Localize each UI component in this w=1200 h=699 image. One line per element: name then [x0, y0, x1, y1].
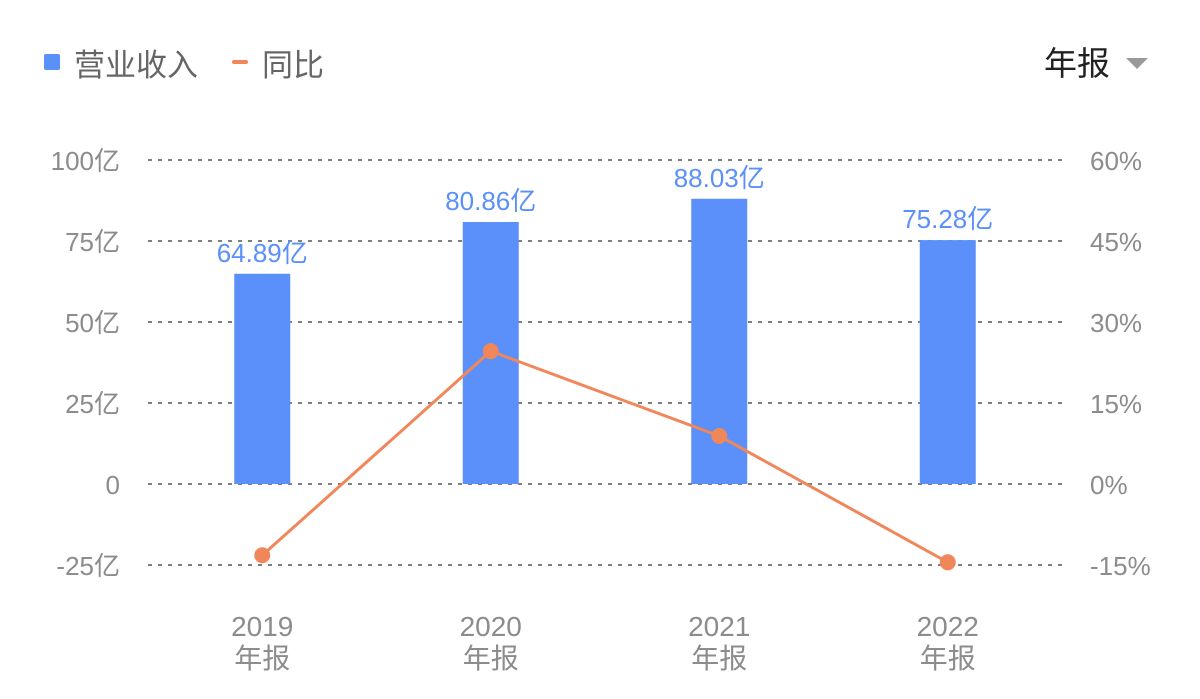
x-tick-label: 2019: [231, 611, 293, 642]
bar-data-label: 80.86亿: [445, 186, 536, 216]
y-right-tick-label: -15%: [1090, 551, 1151, 581]
period-select-dropdown[interactable]: 年报: [1044, 38, 1148, 84]
chevron-down-icon: [1126, 57, 1148, 69]
bar-revenue: [234, 273, 291, 484]
y-right-tick-label: 45%: [1090, 227, 1142, 257]
chart-legend: 营业收入 同比: [44, 40, 358, 84]
bar-revenue: [919, 240, 976, 484]
yoy-point: [482, 343, 499, 360]
bar-data-label: 64.89亿: [217, 238, 308, 268]
legend-yoy-label: 同比: [262, 47, 324, 84]
y-right-tick-label: 0%: [1090, 470, 1128, 500]
yoy-point: [254, 547, 271, 564]
x-tick-sublabel: 年报: [691, 643, 747, 674]
yoy-point: [939, 554, 956, 571]
bar-data-label: 75.28亿: [902, 204, 993, 234]
y-right-tick-label: 30%: [1090, 308, 1142, 338]
x-tick-label: 2022: [917, 611, 979, 642]
y-left-tick-label: 25亿: [65, 389, 120, 419]
y-left-tick-label: 75亿: [65, 227, 120, 257]
y-left-tick-label: 100亿: [51, 146, 120, 176]
legend-item-yoy[interactable]: 同比: [232, 40, 324, 85]
y-left-tick-label: -25亿: [56, 551, 120, 581]
x-tick-sublabel: 年报: [234, 643, 290, 674]
yoy-line: [261, 349, 949, 564]
yoy-point: [711, 427, 728, 444]
revenue-swatch-icon: [44, 54, 60, 70]
bar-data-label: 88.03亿: [674, 163, 765, 193]
x-tick-label: 2021: [688, 611, 750, 642]
y-left-tick-label: 50亿: [65, 308, 120, 338]
legend-revenue-label: 营业收入: [74, 47, 198, 84]
yoy-swatch-icon: [232, 60, 248, 64]
y-left-tick-label: 0: [106, 470, 120, 500]
period-select-label: 年报: [1044, 44, 1110, 83]
x-tick-sublabel: 年报: [920, 643, 976, 674]
x-tick-label: 2020: [460, 611, 522, 642]
legend-item-revenue[interactable]: 营业收入: [44, 40, 198, 85]
y-right-tick-label: 15%: [1090, 389, 1142, 419]
x-tick-sublabel: 年报: [463, 643, 519, 674]
y-right-tick-label: 60%: [1090, 146, 1142, 176]
